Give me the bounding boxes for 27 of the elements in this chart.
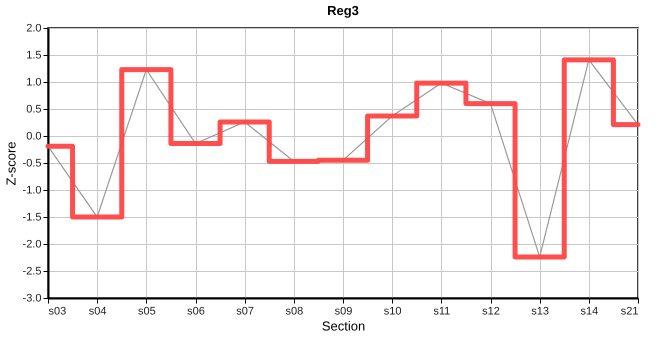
y-tick-label: -3.0 bbox=[22, 292, 42, 304]
x-tick-label: s10 bbox=[384, 306, 402, 318]
x-tick-label: s04 bbox=[88, 306, 107, 318]
x-tick-label: s06 bbox=[187, 306, 205, 318]
x-axis-title: Section bbox=[322, 318, 366, 334]
x-tick-label: s13 bbox=[531, 306, 550, 318]
y-tick-label: 0.0 bbox=[26, 130, 42, 142]
x-tick-label: s12 bbox=[482, 306, 500, 318]
y-axis-title: Z-score bbox=[4, 141, 19, 186]
x-tick-label: s09 bbox=[334, 306, 352, 318]
x-tick-label: s14 bbox=[580, 306, 598, 318]
x-tick-label: s08 bbox=[285, 306, 304, 318]
y-tick-label: -2.5 bbox=[22, 266, 42, 278]
x-tick-label: s03 bbox=[48, 306, 66, 318]
y-tick-label: -2.0 bbox=[22, 238, 42, 250]
x-tick-label: s11 bbox=[433, 306, 450, 318]
y-tick-label: 1.0 bbox=[26, 76, 42, 88]
y-tick-label: -1.0 bbox=[22, 184, 42, 196]
x-tick-label: s05 bbox=[138, 306, 156, 318]
x-tick-label: s21 bbox=[620, 306, 638, 318]
y-tick-label: -1.5 bbox=[22, 212, 42, 224]
y-tick-label: 0.5 bbox=[26, 104, 42, 116]
x-tick-label: s07 bbox=[236, 306, 254, 318]
y-tick-label: 1.5 bbox=[26, 50, 42, 62]
y-tick-label: 2.0 bbox=[26, 22, 42, 34]
y-tick-label: -0.5 bbox=[22, 158, 42, 170]
chart-title: Reg3 bbox=[327, 3, 359, 18]
